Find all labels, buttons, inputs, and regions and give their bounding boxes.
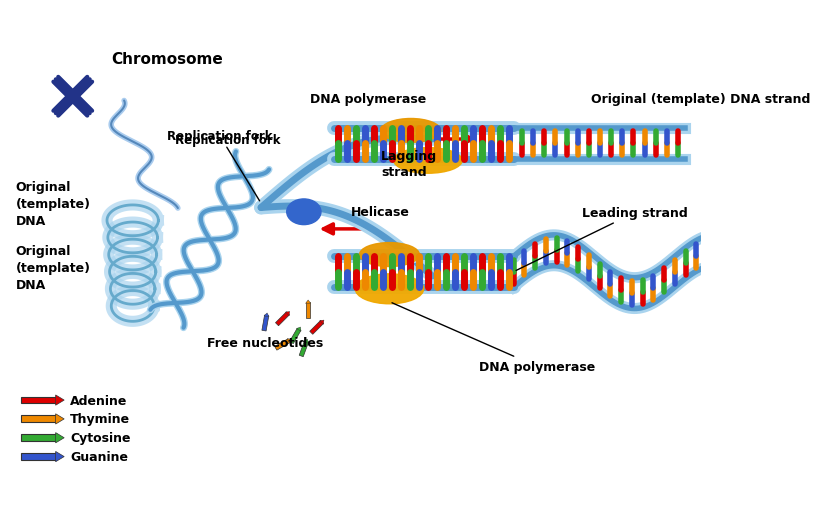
Polygon shape xyxy=(299,341,309,357)
Polygon shape xyxy=(305,300,310,304)
Text: DNA polymerase: DNA polymerase xyxy=(392,303,595,373)
Polygon shape xyxy=(21,453,56,460)
Polygon shape xyxy=(52,77,93,117)
Text: Lagging
strand: Lagging strand xyxy=(381,149,437,178)
Polygon shape xyxy=(275,312,289,326)
Polygon shape xyxy=(290,328,301,344)
Ellipse shape xyxy=(360,243,419,267)
Polygon shape xyxy=(21,397,56,403)
Polygon shape xyxy=(264,313,269,317)
Text: Thymine: Thymine xyxy=(70,413,130,426)
Polygon shape xyxy=(319,321,324,325)
Polygon shape xyxy=(262,316,269,331)
Text: Guanine: Guanine xyxy=(70,450,129,463)
Ellipse shape xyxy=(394,148,462,174)
Polygon shape xyxy=(56,414,64,424)
Polygon shape xyxy=(304,339,309,343)
Polygon shape xyxy=(296,327,301,332)
Polygon shape xyxy=(52,77,93,117)
Polygon shape xyxy=(56,451,64,462)
Polygon shape xyxy=(21,416,56,423)
Text: Original
(template)
DNA: Original (template) DNA xyxy=(16,244,90,291)
Text: Original (template) DNA strand: Original (template) DNA strand xyxy=(590,93,810,106)
Ellipse shape xyxy=(287,199,321,225)
Polygon shape xyxy=(287,339,292,343)
Polygon shape xyxy=(56,395,64,406)
Text: Replication fork: Replication fork xyxy=(167,130,273,201)
Text: Adenine: Adenine xyxy=(70,394,128,407)
Text: Leading strand: Leading strand xyxy=(516,207,688,271)
Polygon shape xyxy=(306,303,310,318)
Polygon shape xyxy=(274,339,290,350)
Text: Original
(template)
DNA: Original (template) DNA xyxy=(16,180,90,227)
Polygon shape xyxy=(310,321,324,335)
Text: Replication fork: Replication fork xyxy=(175,134,281,147)
Ellipse shape xyxy=(355,274,423,304)
Text: DNA polymerase: DNA polymerase xyxy=(310,93,426,106)
Text: Helicase: Helicase xyxy=(351,206,410,219)
Polygon shape xyxy=(286,312,290,316)
Polygon shape xyxy=(56,433,64,443)
Text: Free nucleotides: Free nucleotides xyxy=(207,336,324,349)
Text: Chromosome: Chromosome xyxy=(111,52,223,67)
Polygon shape xyxy=(21,434,56,441)
Ellipse shape xyxy=(381,119,441,143)
Text: Cytosine: Cytosine xyxy=(70,431,131,444)
